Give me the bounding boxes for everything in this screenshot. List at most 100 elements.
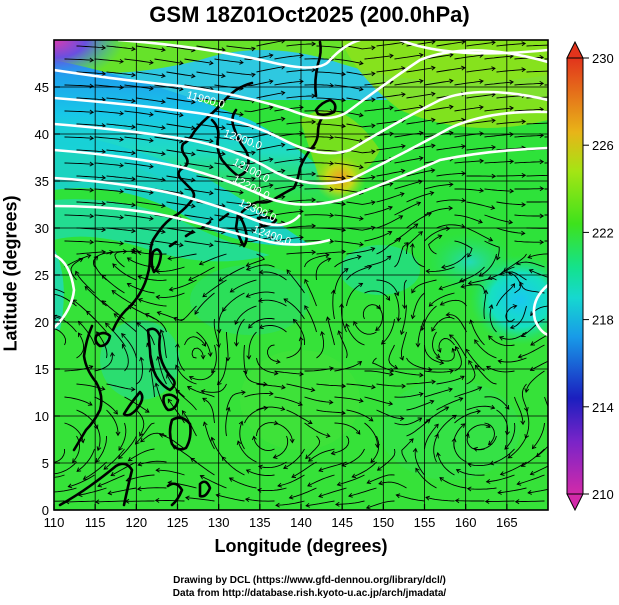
y-tick-label: 35	[35, 174, 49, 189]
streamline-arrow	[479, 78, 484, 84]
streamline-arrow	[491, 173, 497, 179]
streamline	[136, 409, 145, 437]
streamline-arrow	[101, 149, 107, 155]
streamline	[388, 344, 398, 369]
streamline	[76, 332, 85, 359]
streamline	[466, 201, 495, 209]
streamline	[196, 71, 226, 77]
streamline	[521, 318, 545, 337]
streamline-arrow	[144, 408, 150, 413]
streamline-arrow	[291, 473, 297, 478]
streamline-arrow	[429, 190, 435, 196]
streamline-arrow	[283, 298, 289, 303]
streamline	[187, 386, 215, 398]
streamline	[94, 162, 124, 167]
streamline-arrow	[395, 493, 401, 499]
streamline-arrow	[451, 437, 457, 443]
streamline-arrow	[245, 266, 251, 271]
streamline-arrow	[272, 454, 278, 459]
streamline	[237, 440, 257, 463]
streamline-arrow	[311, 41, 317, 47]
streamline-arrow	[539, 186, 545, 192]
streamline-arrow	[348, 492, 353, 498]
streamline-arrow	[216, 328, 222, 334]
streamline-arrow	[451, 347, 456, 353]
streamline-arrow	[179, 60, 184, 66]
contour-line	[54, 146, 548, 206]
streamline-arrow	[329, 366, 334, 372]
streamline-arrow	[521, 41, 527, 47]
streamline	[114, 250, 127, 268]
coast-hainan	[94, 331, 112, 348]
streamline-arrow	[458, 397, 464, 402]
streamline	[334, 256, 361, 268]
streamline	[76, 71, 106, 75]
streamline	[185, 497, 215, 502]
streamline	[516, 261, 545, 268]
streamline	[454, 214, 483, 224]
streamline-arrow	[194, 310, 199, 315]
streamline	[304, 254, 329, 268]
streamline	[518, 344, 545, 358]
streamline	[225, 407, 230, 437]
streamline	[124, 162, 154, 168]
streamline	[54, 328, 67, 346]
x-tick-label: 155	[414, 515, 436, 530]
streamline	[234, 305, 257, 325]
streamline	[229, 477, 257, 489]
streamline	[484, 240, 500, 260]
streamline-arrow	[479, 131, 484, 137]
streamline	[246, 264, 275, 271]
y-tick-label: 25	[35, 268, 49, 283]
streamline	[214, 240, 244, 246]
streamline	[346, 71, 375, 76]
streamline	[106, 409, 119, 436]
streamline	[305, 435, 321, 459]
streamline	[459, 266, 485, 282]
streamline-arrow	[318, 467, 324, 472]
streamline-arrow	[371, 123, 376, 129]
streamline	[364, 206, 393, 216]
y-tick-label: 20	[35, 315, 49, 330]
x-axis-label: Longitude (degrees)	[214, 536, 388, 556]
streamline	[316, 409, 346, 414]
streamline-arrow	[97, 482, 102, 488]
streamline-arrow	[273, 370, 279, 376]
streamline	[70, 258, 83, 281]
streamline-arrow	[371, 174, 376, 180]
streamline	[403, 279, 407, 309]
streamline-arrow	[119, 136, 124, 142]
streamline	[112, 263, 137, 281]
streamline	[424, 227, 450, 242]
streamline	[436, 172, 466, 177]
streamline-arrow	[479, 104, 484, 110]
streamline-arrow	[386, 255, 392, 261]
streamline	[346, 283, 363, 307]
streamline-arrow	[552, 433, 556, 437]
streamline	[498, 357, 527, 363]
streamline-arrow	[149, 189, 154, 195]
streamline	[188, 266, 215, 281]
streamline	[226, 331, 229, 361]
streamline	[196, 45, 226, 51]
streamline	[156, 469, 185, 476]
streamline-arrow	[488, 304, 494, 309]
streamline-arrow	[263, 381, 268, 387]
streamline	[106, 383, 135, 390]
y-tick-label: 15	[35, 362, 49, 377]
streamline-arrow	[371, 384, 376, 390]
streamline-arrow	[507, 454, 513, 459]
x-tick-label: 145	[331, 515, 353, 530]
streamline-arrow	[509, 105, 514, 111]
streamline	[334, 136, 363, 143]
y-tick-label: 40	[35, 127, 49, 142]
streamline	[106, 97, 136, 102]
streamline	[304, 305, 317, 333]
streamline	[154, 136, 183, 142]
streamline	[454, 386, 482, 398]
streamline	[110, 461, 137, 476]
streamline-arrow	[460, 283, 466, 289]
coast-halmahera	[198, 480, 212, 498]
streamline	[470, 319, 485, 346]
streamline	[291, 461, 317, 478]
